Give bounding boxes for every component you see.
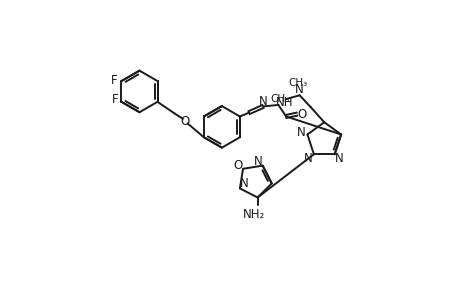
Text: O: O	[297, 108, 306, 121]
Text: N: N	[253, 155, 262, 168]
Text: F: F	[112, 93, 118, 106]
Text: NH₂: NH₂	[242, 208, 264, 221]
Text: N: N	[295, 83, 303, 96]
Text: O: O	[233, 159, 242, 172]
Text: CH₃: CH₃	[288, 78, 307, 88]
Text: CH₃: CH₃	[269, 94, 289, 104]
Text: F: F	[111, 74, 118, 87]
Text: N: N	[258, 94, 267, 108]
Text: NH: NH	[275, 96, 293, 109]
Text: O: O	[180, 115, 190, 128]
Text: N: N	[239, 177, 247, 190]
Text: N: N	[296, 126, 305, 140]
Text: N: N	[303, 152, 312, 165]
Text: N: N	[334, 152, 343, 165]
